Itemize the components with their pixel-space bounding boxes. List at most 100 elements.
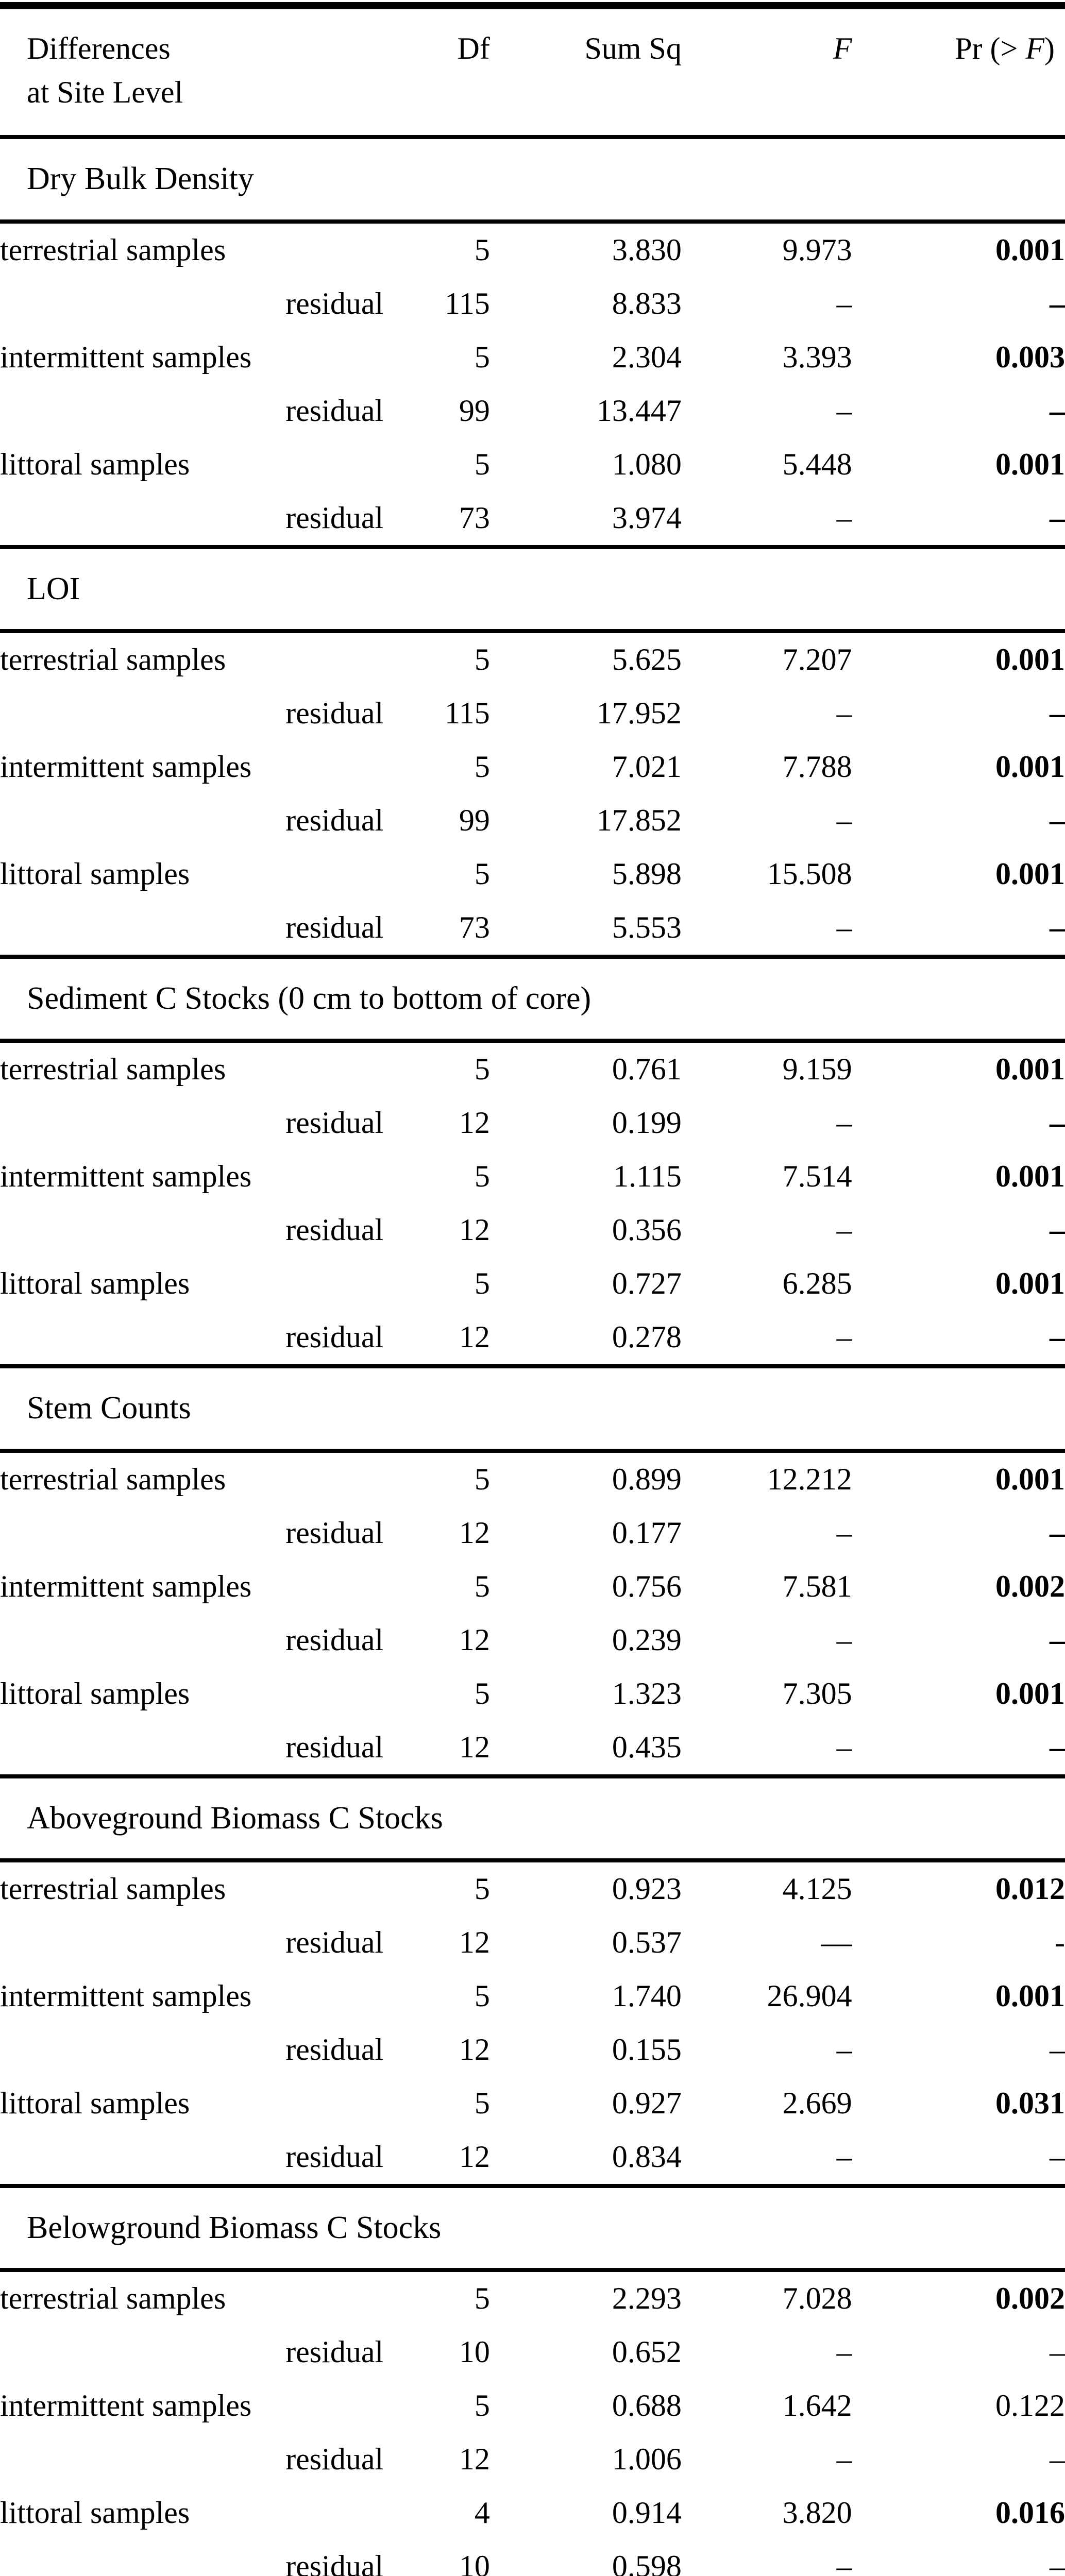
row-label: terrestrial samples [0,642,226,676]
column-header-differences: Differences at Site Level [0,6,384,140]
pr-value: – [1050,2032,1065,2066]
sum-sq-value: 1.080 [612,447,682,481]
df-value: 10 [459,2549,490,2576]
sum-sq-value: 0.435 [612,1730,682,1764]
df-value: 12 [459,2442,490,2477]
f-value: 15.508 [767,856,852,891]
sum-sq-value: 0.537 [612,1925,682,1959]
df-value: 12 [459,1213,490,1247]
pr-value: - [1055,1925,1065,1959]
row-label: residual [285,803,384,837]
sum-sq-value: 1.740 [612,1978,682,2013]
sum-sq-value: 1.006 [612,2442,682,2477]
row-label: residual [285,1925,384,1959]
df-value: 12 [459,1106,490,1140]
df-value: 5 [474,1159,490,1194]
sum-sq-value: 0.923 [612,1871,682,1906]
table-row: residual 12 0.435 – – [0,1721,1065,1776]
row-label: residual [285,2032,384,2066]
f-value: 7.305 [782,1676,852,1710]
table-row: residual 10 0.652 – – [0,2326,1065,2379]
table-row: littoral samples 5 5.898 15.508 0.001 [0,848,1065,901]
sum-sq-value: 2.293 [612,2281,682,2316]
row-label: residual [285,1730,384,1764]
table-row: littoral samples 5 0.727 6.285 0.001 [0,1257,1065,1311]
pr-value: 0.003 [995,340,1065,374]
pr-value: 0.002 [995,2281,1065,2316]
row-label: intermittent samples [0,1159,252,1194]
df-value: 99 [459,803,490,837]
section-title: Aboveground Biomass C Stocks [0,1774,1065,1862]
pr-value: – [1050,1515,1065,1550]
table-row: residual 115 8.833 – – [0,277,1065,331]
table-row: intermittent samples 5 1.740 26.904 0.001 [0,1970,1065,2023]
table-row: residual 12 0.537 — - [0,1916,1065,1970]
pr-value: 0.016 [995,2496,1065,2530]
sum-sq-value: 7.021 [612,749,682,784]
row-label: residual [285,1515,384,1550]
row-label: residual [285,1622,384,1657]
sum-sq-value: 0.177 [612,1515,682,1550]
f-value: – [836,1320,852,1354]
df-value: 5 [474,856,490,891]
f-value: – [836,500,852,535]
pr-value: 0.001 [995,1052,1065,1087]
table-row: intermittent samples 5 2.304 3.393 0.003 [0,331,1065,384]
table-row: residual 12 1.006 – – [0,2433,1065,2486]
df-value: 5 [474,340,490,374]
sum-sq-value: 1.323 [612,1676,682,1710]
pr-value: – [1050,2549,1065,2576]
table-row: terrestrial samples 5 0.761 9.159 0.001 [0,1041,1065,1096]
table-row: littoral samples 5 0.927 2.669 0.031 [0,2077,1065,2130]
pr-value: – [1050,500,1065,535]
pr-value: – [1050,2139,1065,2174]
row-label: intermittent samples [0,1569,252,1603]
row-label: residual [285,1320,384,1354]
f-value: 4.125 [782,1871,852,1906]
sum-sq-value: 0.356 [612,1213,682,1247]
row-label: residual [285,2549,384,2576]
sum-sq-value: 0.899 [612,1462,682,1496]
f-value: – [836,1213,852,1247]
row-label: intermittent samples [0,2388,252,2423]
df-value: 12 [459,2032,490,2066]
row-label: residual [285,2442,384,2477]
row-label: intermittent samples [0,749,252,784]
row-label: terrestrial samples [0,1871,226,1906]
pr-value: 0.002 [995,1569,1065,1603]
row-label: intermittent samples [0,1978,252,2013]
header-row: Differences at Site Level Df Sum Sq F Pr… [0,6,1065,140]
df-value: 5 [474,1052,490,1087]
sum-sq-value: 1.115 [613,1159,682,1194]
column-header-f: F [681,6,852,140]
pr-value: 0.001 [995,1159,1065,1194]
pr-value: 0.001 [995,1676,1065,1710]
table-row: littoral samples 5 1.080 5.448 0.001 [0,438,1065,492]
f-value: – [836,2549,852,2576]
f-value: – [836,2139,852,2174]
df-value: 73 [459,500,490,535]
sum-sq-value: 13.447 [596,393,682,428]
row-label: terrestrial samples [0,1462,226,1496]
df-value: 5 [474,1462,490,1496]
pr-value: 0.001 [995,1978,1065,2013]
section-header-row: Aboveground Biomass C Stocks [0,1774,1065,1862]
row-label: residual [285,1213,384,1247]
table-row: residual 12 0.834 – – [0,2130,1065,2186]
pr-value: – [1050,1106,1065,1140]
f-value: 7.207 [782,642,852,676]
sum-sq-value: 17.852 [596,803,682,837]
sum-sq-value: 0.927 [612,2086,682,2120]
pr-value: 0.001 [995,1266,1065,1301]
f-value: – [836,803,852,837]
section-header-row: Stem Counts [0,1364,1065,1453]
f-value: 6.285 [782,1266,852,1301]
f-value: 9.159 [782,1052,852,1087]
df-value: 5 [474,232,490,267]
pr-value: 0.012 [995,1871,1065,1906]
f-value: 5.448 [782,447,852,481]
row-label: residual [285,2335,384,2369]
df-value: 73 [459,910,490,944]
header-line-1: Differences [27,31,171,65]
df-value: 12 [459,1622,490,1657]
